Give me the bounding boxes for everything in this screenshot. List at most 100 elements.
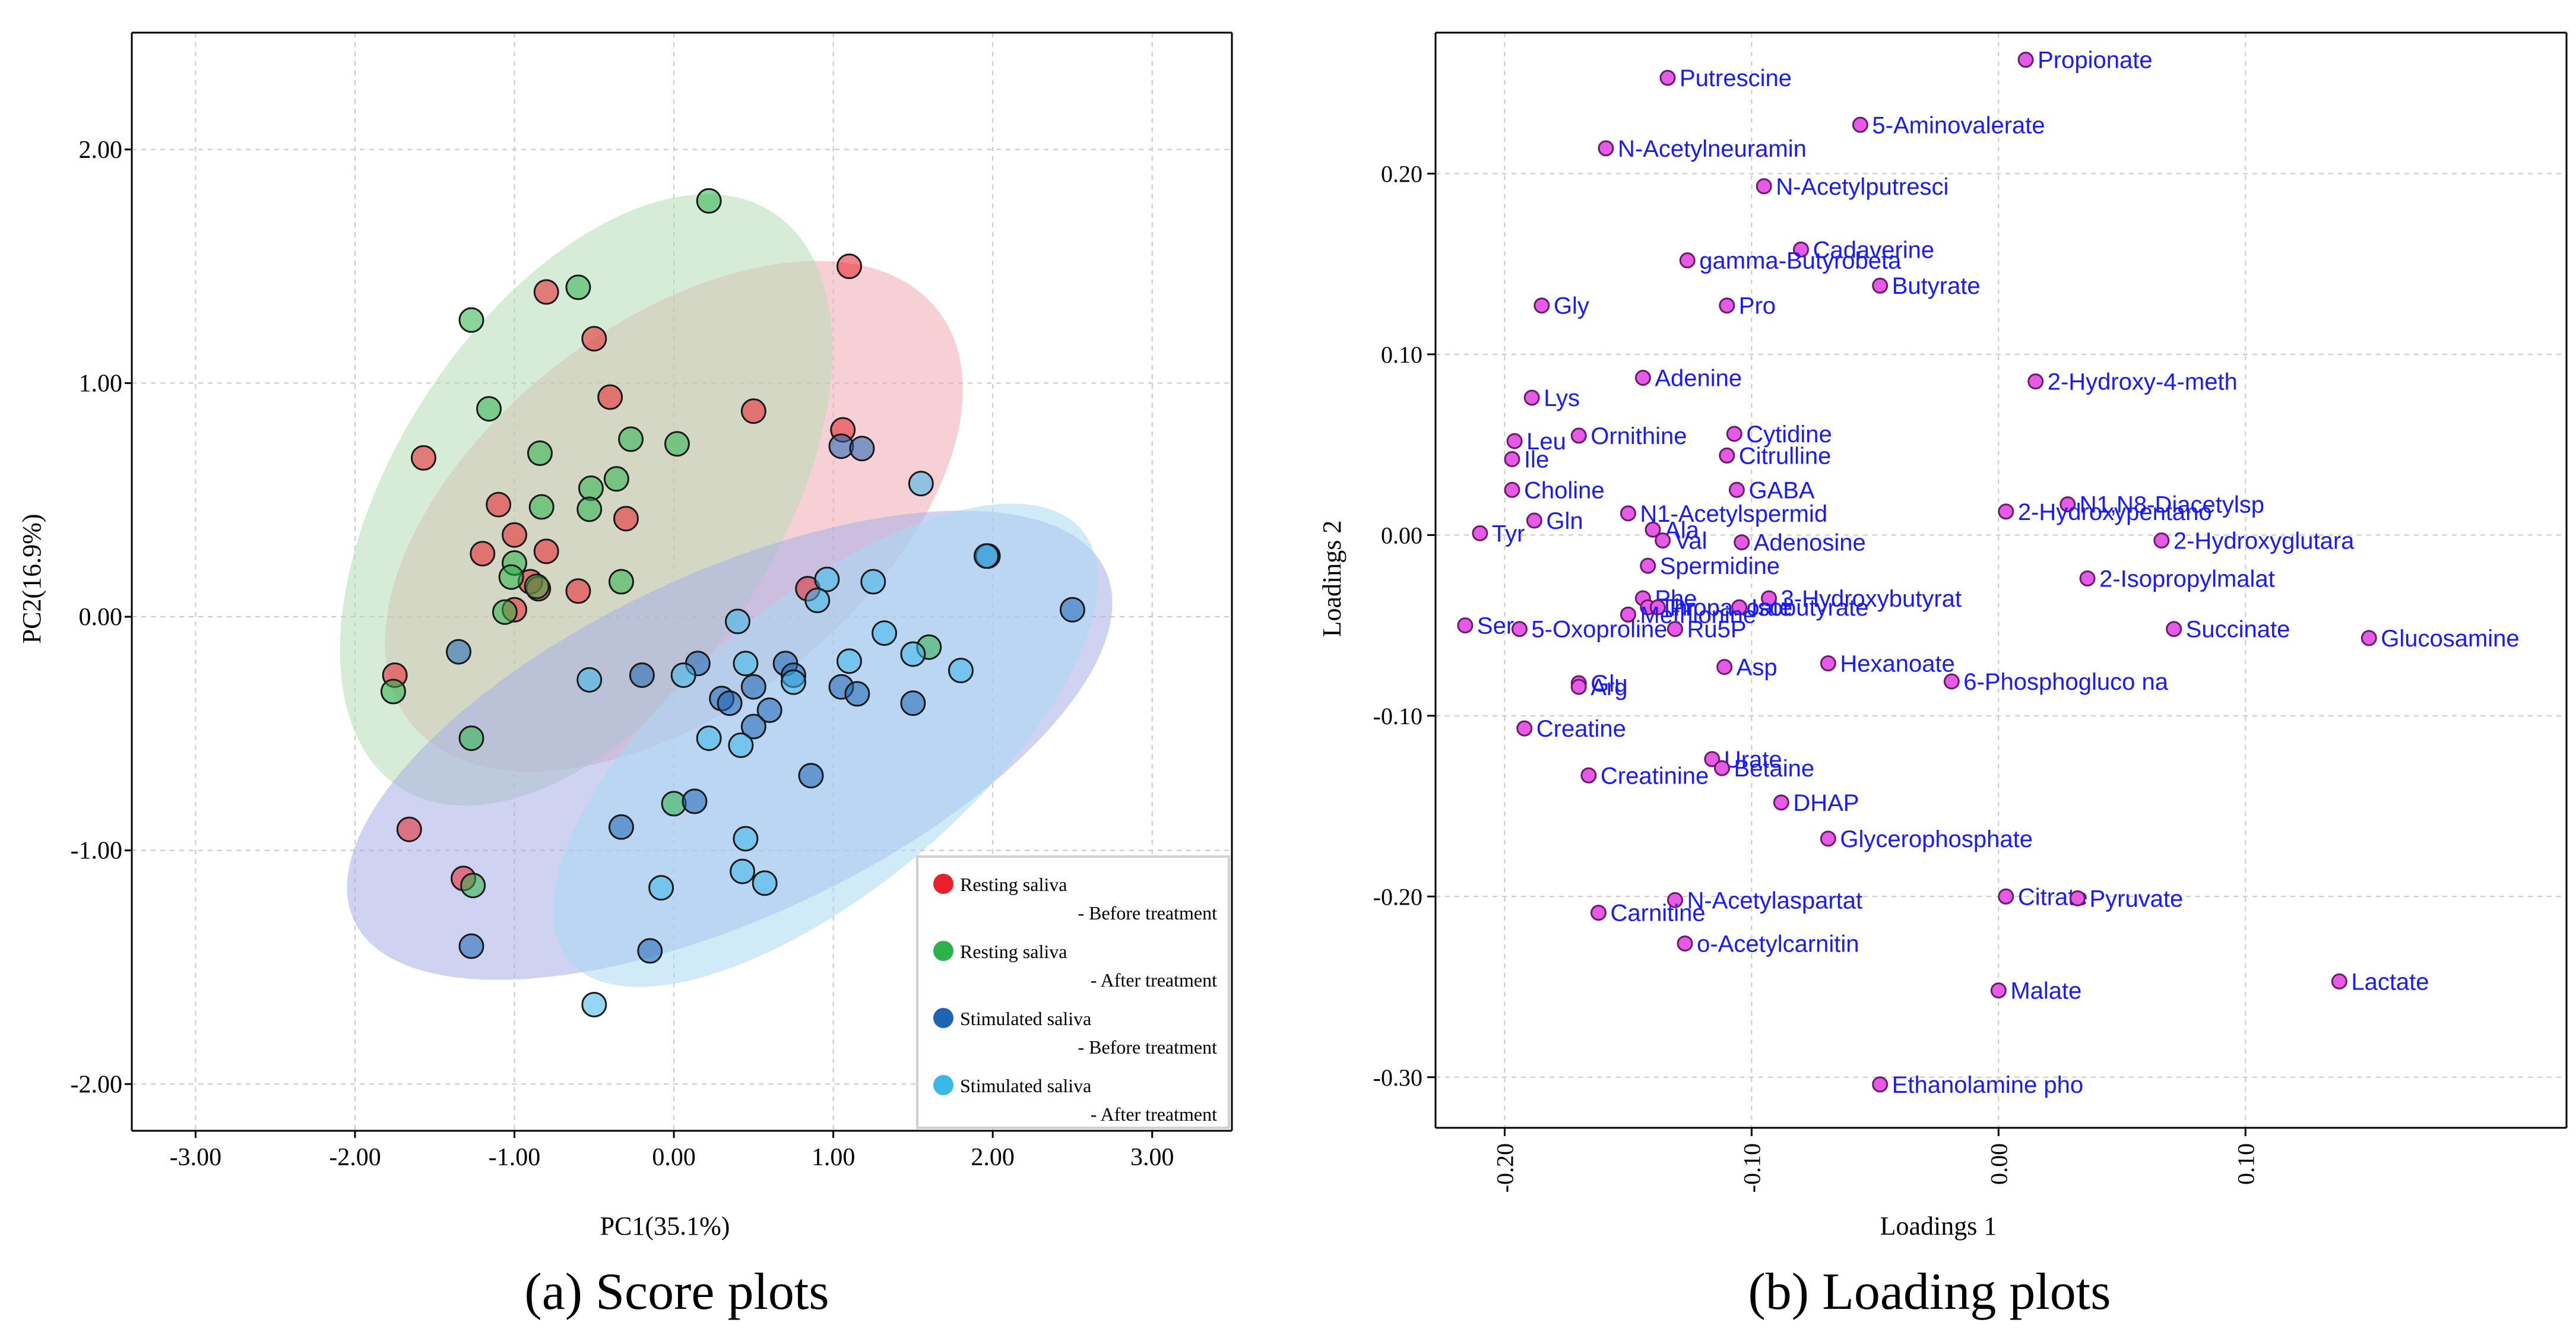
legend-marker-3 <box>933 1008 953 1028</box>
score-x-tick-label: -2.00 <box>329 1144 381 1171</box>
score-y-tick-label: 0.00 <box>79 604 123 631</box>
loading-axes <box>1434 31 2568 1129</box>
loading-point-label: Adenine <box>1655 366 1742 392</box>
loading-point <box>2079 570 2096 586</box>
loading-point-label: o-Acetylcarnitin <box>1697 931 1859 957</box>
score-point-series-2 <box>458 307 484 333</box>
loading-point <box>1620 505 1636 522</box>
score-point-series-4 <box>724 608 750 635</box>
score-point-series-1 <box>565 578 591 604</box>
loading-point-label: 2-Hydroxyglutara <box>2173 528 2355 554</box>
score-point-series-3 <box>740 674 766 700</box>
loading-plot-area <box>1436 33 2567 1128</box>
score-point-series-3 <box>740 713 766 740</box>
score-point-series-4 <box>728 732 754 759</box>
loading-point-label: Carnitine <box>1611 900 1706 927</box>
score-point-series-3 <box>900 690 926 716</box>
loading-point <box>1570 427 1587 444</box>
loading-point <box>1523 389 1540 406</box>
score-point-series-2 <box>608 569 634 595</box>
score-y-axis-label: PC2(16.9%) <box>17 514 46 644</box>
loading-point <box>2059 496 2076 513</box>
score-point-series-4 <box>872 620 898 646</box>
score-point-series-2 <box>618 426 644 452</box>
score-points <box>380 188 1085 1017</box>
loading-point-label: Propanoate <box>1669 595 1792 621</box>
loading-point-label: Malate <box>2010 978 2081 1004</box>
score-y-tick-label: -2.00 <box>71 1071 123 1098</box>
loading-point <box>1719 297 1735 314</box>
loading-point <box>1511 621 1528 638</box>
loading-point <box>1666 621 1683 638</box>
loading-point-label: Creatine <box>1536 716 1626 742</box>
loading-point <box>1872 277 1889 294</box>
loading-point <box>2166 621 2182 638</box>
score-point-series-4 <box>900 641 926 667</box>
score-point-series-2 <box>664 431 690 457</box>
loading-point-label: Cadaverine <box>1813 237 1935 263</box>
loading-point-label: Methionine <box>1640 602 1756 628</box>
loading-point <box>1570 678 1587 695</box>
loading-point-label: Betaine <box>1734 756 1814 782</box>
loading-point-label: Gly <box>1554 293 1589 319</box>
loading-point-label: gamma-Butyrobeta <box>1699 248 1902 274</box>
legend-label-1: Resting saliva <box>960 874 1067 895</box>
loading-point <box>1506 433 1523 449</box>
score-point-series-4 <box>973 543 999 569</box>
loading-point <box>1640 557 1656 574</box>
score-point-series-4 <box>780 669 806 695</box>
loading-point-label: Lactate <box>2351 969 2429 995</box>
score-point-series-3 <box>1059 597 1085 623</box>
score-point-series-4 <box>908 471 934 497</box>
loading-point <box>1504 481 1520 498</box>
loading-y-tick-label: 0.10 <box>1381 341 1422 368</box>
score-point-series-4 <box>576 667 603 693</box>
score-point-series-2 <box>492 599 518 625</box>
score-point-series-4 <box>581 991 607 1017</box>
score-point-series-1 <box>613 506 639 532</box>
score-y-tick-label: -1.00 <box>71 838 123 865</box>
loading-point-label: Glu <box>1590 671 1627 697</box>
legend-label-2: Resting saliva <box>960 941 1067 962</box>
loading-point-label: 6-Phosphogluco na <box>1963 669 2168 695</box>
loading-point <box>1713 760 1730 776</box>
score-legend: Resting saliva - Before treatment Resting … <box>916 855 1230 1129</box>
loading-point <box>1679 252 1696 269</box>
loading-point-label: Arg <box>1590 674 1627 700</box>
loading-point-label: Glycerophosphate <box>1840 826 2033 852</box>
score-point-series-1 <box>836 253 862 280</box>
loading-point <box>1659 69 1676 86</box>
loading-point-label: Spermidine <box>1660 553 1780 579</box>
loading-point-label: Lys <box>1544 385 1580 411</box>
loading-y-axis-label: Loadings 2 <box>1317 521 1346 638</box>
loading-point-label: Val <box>1675 528 1707 554</box>
score-point-series-3 <box>629 662 655 688</box>
score-point-series-1 <box>396 816 422 842</box>
legend-marker-1 <box>933 874 953 894</box>
loading-point <box>2017 52 2034 68</box>
loading-grid <box>1436 33 2567 1128</box>
legend-sublabel-3: - Before treatment <box>1078 1036 1217 1058</box>
loading-point-label: Urate <box>1724 747 1782 773</box>
loading-point <box>2027 373 2044 390</box>
loading-point <box>1820 655 1836 672</box>
loading-point-label: Cytidine <box>1746 421 1832 448</box>
loading-point-label: Putrescine <box>1680 65 1792 91</box>
loading-point <box>1645 521 1661 538</box>
score-point-series-3 <box>446 639 472 665</box>
loading-point-label: N-Acetylaspartat <box>1687 887 1862 914</box>
loading-point <box>1634 370 1651 386</box>
legend-label-3: Stimulated saliva <box>960 1008 1091 1029</box>
loading-point <box>1793 241 1810 258</box>
score-point-series-3 <box>717 690 743 716</box>
loading-point-label: N-Acetylputresci <box>1776 174 1948 200</box>
loading-point <box>1719 447 1735 464</box>
score-point-series-4 <box>804 587 831 613</box>
legend-marker-2 <box>933 941 953 961</box>
loading-point <box>1852 116 1868 133</box>
score-point-series-1 <box>740 398 766 424</box>
score-point-series-4 <box>648 875 674 901</box>
loading-point <box>1655 532 1671 549</box>
score-point-series-2 <box>603 466 629 492</box>
